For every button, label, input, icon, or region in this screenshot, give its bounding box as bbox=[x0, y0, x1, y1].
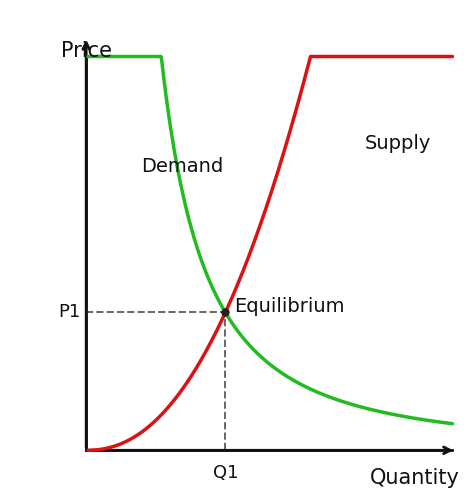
Text: Q1: Q1 bbox=[213, 464, 238, 482]
Text: Quantity: Quantity bbox=[370, 468, 460, 488]
Text: Demand: Demand bbox=[141, 158, 223, 176]
Text: Supply: Supply bbox=[365, 134, 431, 152]
Text: P1: P1 bbox=[58, 304, 81, 322]
Text: Equilibrium: Equilibrium bbox=[235, 297, 345, 316]
Text: Price: Price bbox=[61, 41, 111, 61]
